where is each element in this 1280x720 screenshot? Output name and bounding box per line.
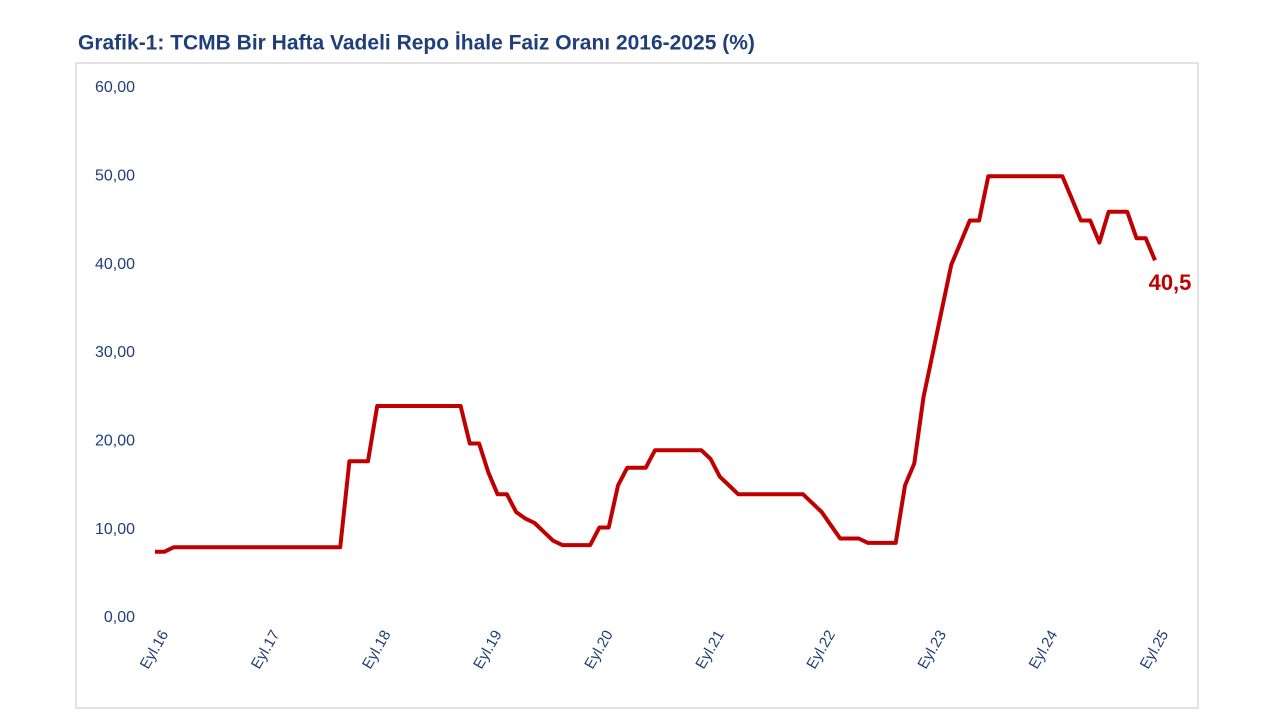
y-tick-label: 60,00 bbox=[95, 79, 135, 96]
x-tick-label: Eyl.20 bbox=[581, 627, 617, 672]
y-tick-label: 50,00 bbox=[95, 168, 135, 185]
chart-title: Grafik-1: TCMB Bir Hafta Vadeli Repo İha… bbox=[78, 32, 755, 55]
x-tick-label: Eyl.16 bbox=[137, 627, 173, 672]
y-tick-label: 30,00 bbox=[95, 344, 135, 361]
x-tick-label: Eyl.17 bbox=[248, 627, 284, 672]
x-tick-label: Eyl.25 bbox=[1137, 627, 1173, 672]
x-tick-label: Eyl.19 bbox=[470, 627, 506, 672]
x-tick-label: Eyl.23 bbox=[915, 627, 951, 672]
end-annotation: 40,5 bbox=[1149, 270, 1192, 295]
x-tick-label: Eyl.24 bbox=[1026, 627, 1062, 672]
y-tick-label: 0,00 bbox=[104, 609, 135, 626]
x-tick-label: Eyl.22 bbox=[803, 627, 839, 672]
plot-frame bbox=[75, 62, 1199, 709]
y-tick-label: 40,00 bbox=[95, 256, 135, 273]
y-tick-label: 10,00 bbox=[95, 521, 135, 538]
y-tick-label: 20,00 bbox=[95, 433, 135, 450]
x-tick-label: Eyl.21 bbox=[692, 627, 728, 672]
x-tick-label: Eyl.18 bbox=[359, 627, 395, 672]
line bbox=[155, 174, 1157, 554]
